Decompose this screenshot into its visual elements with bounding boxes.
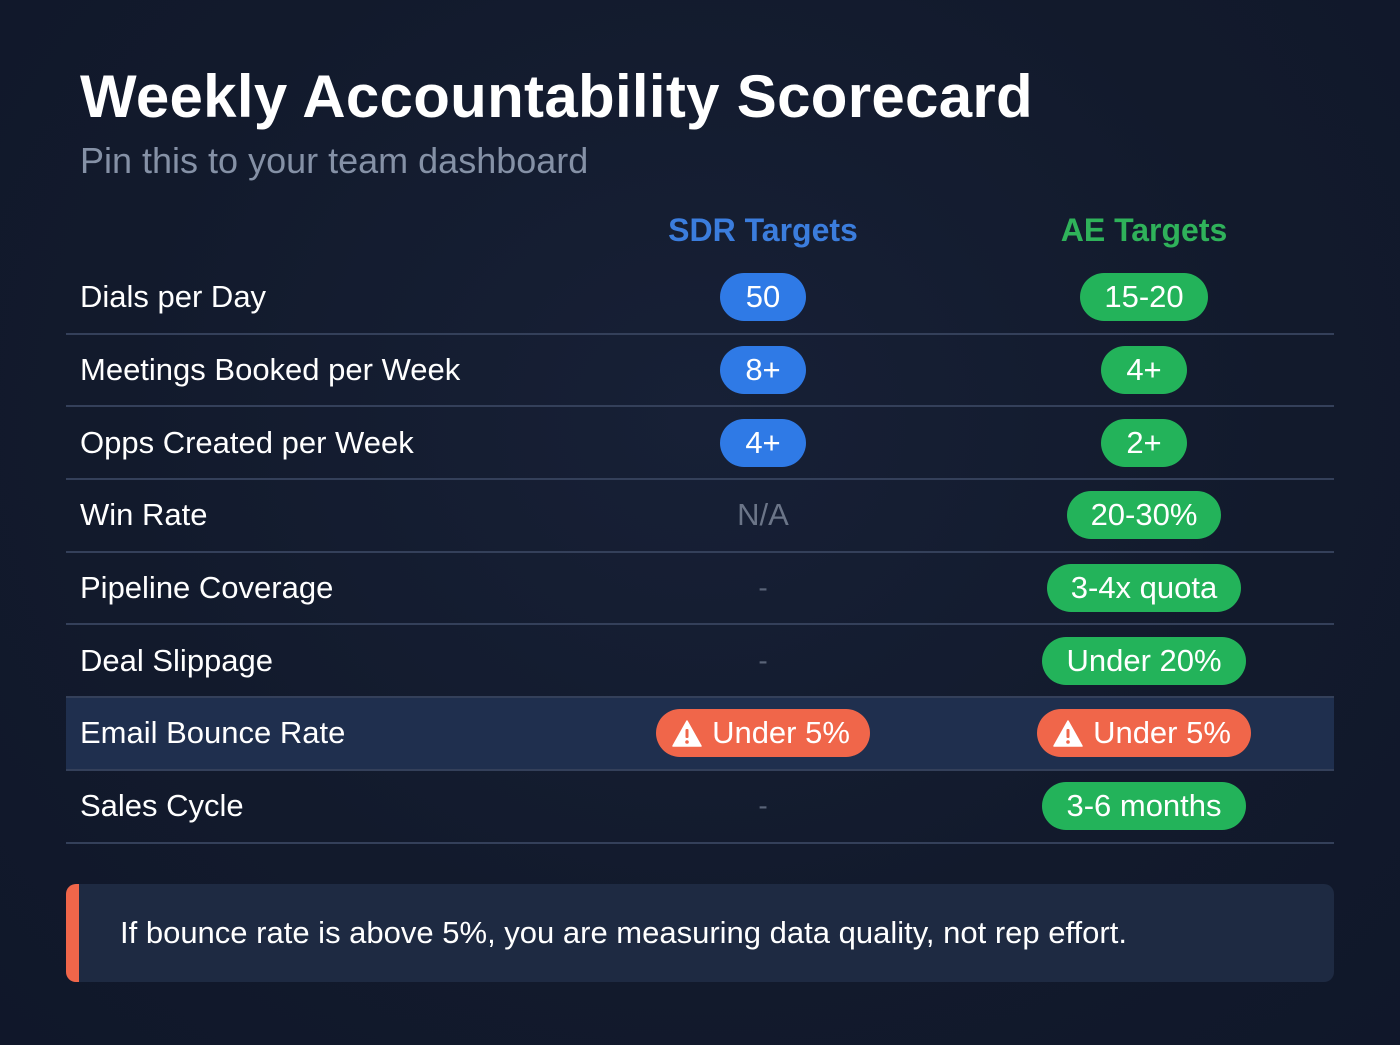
ae-cell: 4+ (964, 335, 1324, 406)
sdr-cell: - (583, 771, 943, 842)
sdr-warning-badge: Under 5% (656, 709, 870, 758)
table-row: Meetings Booked per Week 8+ 4+ (66, 335, 1334, 408)
ae-warning-text: Under 5% (1093, 715, 1231, 751)
ae-target-badge: 3-6 months (1042, 782, 1246, 831)
sdr-target-badge: 4+ (720, 418, 806, 467)
scorecard-table: Dials per Day 50 15-20 Meetings Booked p… (66, 262, 1334, 844)
metric-label: Email Bounce Rate (80, 715, 346, 751)
metric-label: Win Rate (80, 497, 208, 533)
callout-text: If bounce rate is above 5%, you are meas… (120, 915, 1127, 950)
ae-cell: Under 5% (964, 698, 1324, 769)
column-header-sdr: SDR Targets (668, 212, 858, 248)
ae-target-badge: 20-30% (1066, 491, 1222, 540)
sdr-cell: - (583, 625, 943, 696)
sdr-cell: Under 5% (583, 698, 943, 769)
ae-cell: 2+ (964, 407, 1324, 478)
ae-target-badge: 15-20 (1080, 273, 1208, 322)
sdr-cell: - (583, 553, 943, 624)
ae-warning-badge: Under 5% (1037, 709, 1251, 758)
ae-cell: Under 20% (964, 625, 1324, 696)
table-row: Sales Cycle - 3-6 months (66, 771, 1334, 844)
warning-triangle-icon (672, 720, 702, 747)
callout-accent-bar (66, 884, 79, 982)
sdr-target-badge: 8+ (720, 346, 806, 395)
sdr-warning-text: Under 5% (712, 715, 850, 751)
sdr-cell: 4+ (583, 407, 943, 478)
table-row: Opps Created per Week 4+ 2+ (66, 407, 1334, 481)
metric-label: Dials per Day (80, 279, 267, 315)
ae-target-badge: 4+ (1101, 346, 1187, 395)
warning-triangle-icon (1053, 720, 1083, 747)
ae-cell: 20-30% (964, 480, 1324, 551)
ae-target-badge: 3-4x quota (1046, 564, 1242, 613)
metric-label: Sales Cycle (80, 788, 244, 824)
table-row: Dials per Day 50 15-20 (66, 262, 1334, 335)
sdr-empty-dash: - (758, 572, 768, 604)
ae-cell: 3-4x quota (964, 553, 1324, 624)
table-row-highlighted: Email Bounce Rate Under 5% Under 5% (66, 698, 1334, 771)
ae-target-badge: Under 20% (1042, 636, 1246, 685)
metric-label: Meetings Booked per Week (80, 352, 461, 388)
callout-note: If bounce rate is above 5%, you are meas… (66, 884, 1334, 982)
page-subtitle: Pin this to your team dashboard (80, 140, 589, 181)
sdr-target-badge: 50 (720, 273, 806, 322)
sdr-cell: N/A (583, 480, 943, 551)
sdr-empty-dash: - (758, 790, 768, 822)
ae-cell: 3-6 months (964, 771, 1324, 842)
table-row: Pipeline Coverage - 3-4x quota (66, 553, 1334, 626)
sdr-empty-dash: - (758, 644, 768, 676)
page-title: Weekly Accountability Scorecard (80, 63, 1033, 130)
table-row: Deal Slippage - Under 20% (66, 625, 1334, 699)
column-header-ae: AE Targets (1060, 212, 1228, 248)
sdr-cell: 50 (583, 262, 943, 333)
sdr-cell: 8+ (583, 335, 943, 406)
ae-target-badge: 2+ (1101, 418, 1187, 467)
ae-cell: 15-20 (964, 262, 1324, 333)
table-row: Win Rate N/A 20-30% (66, 480, 1334, 553)
sdr-not-applicable: N/A (737, 497, 789, 533)
metric-label: Deal Slippage (80, 642, 274, 678)
metric-label: Pipeline Coverage (80, 570, 334, 606)
metric-label: Opps Created per Week (80, 424, 414, 460)
